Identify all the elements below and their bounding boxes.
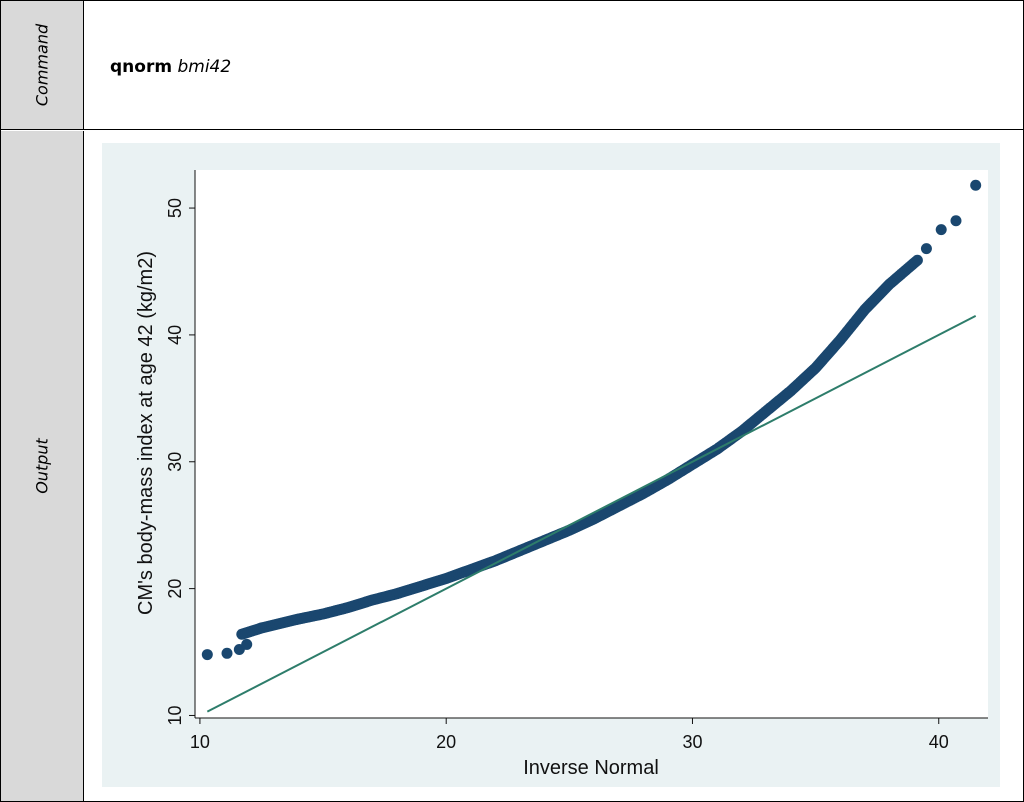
x-axis-title: Inverse Normal [523, 757, 659, 779]
data-point [935, 224, 947, 236]
top-border [0, 0, 1024, 1]
y-tick-label: 30 [165, 452, 185, 472]
command-row-label: Command [1, 1, 84, 129]
left-border [0, 0, 1, 802]
y-ticks: 10 20 30 40 50 [165, 198, 195, 725]
command-label-text: Command [32, 23, 52, 107]
x-tick-label: 40 [929, 732, 949, 752]
y-tick-label: 20 [165, 579, 185, 599]
data-point [911, 254, 923, 266]
output-row-label: Output [1, 131, 84, 801]
x-ticks: 10 20 30 40 [190, 718, 949, 752]
command-arg: bmi42 [177, 57, 232, 77]
y-tick-label: 40 [165, 325, 185, 345]
data-point [201, 649, 213, 661]
chart-svg: 10 20 30 40 10 20 30 40 50 Inverse Normal CM's … [102, 143, 1000, 787]
x-tick-label: 20 [436, 732, 456, 752]
qnorm-chart: 10 20 30 40 10 20 30 40 50 Inverse Normal CM's … [102, 143, 1000, 787]
command-name: qnorm [110, 57, 173, 77]
data-point [970, 179, 982, 191]
data-point [920, 243, 932, 255]
x-tick-label: 10 [190, 732, 210, 752]
y-tick-label: 10 [165, 705, 185, 725]
data-point [221, 647, 233, 659]
output-label-text: Output [32, 438, 52, 494]
x-tick-label: 30 [682, 732, 702, 752]
y-axis-title: CM's body-mass index at age 42 (kg/m2) [135, 251, 157, 615]
data-point [950, 215, 962, 227]
command-text: qnorm bmi42 [110, 57, 231, 77]
data-point [241, 638, 253, 650]
plot-area [195, 170, 988, 718]
row-divider [0, 129, 1024, 130]
y-tick-label: 50 [165, 198, 185, 218]
reference-line [206, 314, 977, 713]
